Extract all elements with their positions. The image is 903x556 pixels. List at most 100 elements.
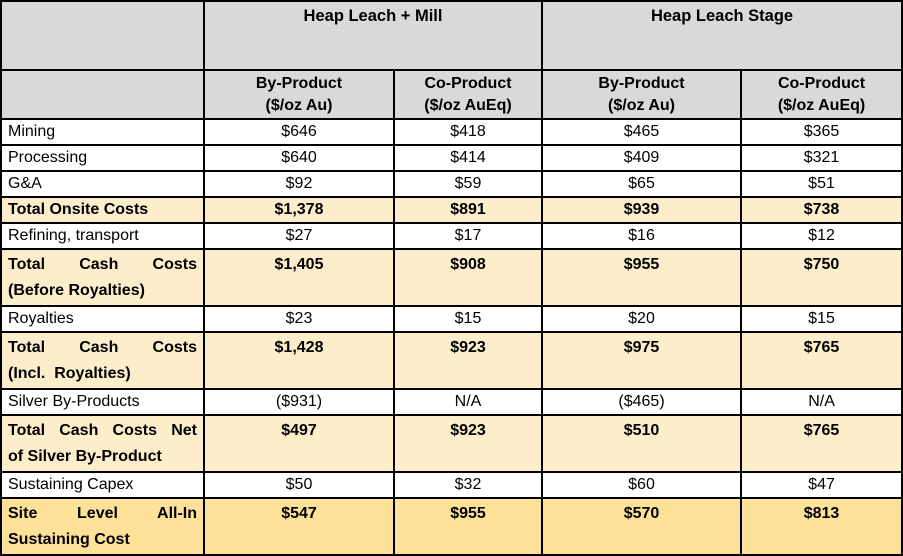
cell-value: $60: [541, 471, 743, 499]
group-header-heap-leach-mill: Heap Leach + Mill: [202, 0, 544, 71]
row-label-text: Mining: [8, 123, 56, 140]
cell-value: $47: [740, 471, 903, 499]
cell-value: $23: [203, 305, 395, 333]
cell-value: $365: [740, 118, 903, 146]
cell-value: $92: [203, 170, 395, 198]
row-label-text: Silver By-Products: [8, 393, 140, 410]
cell-value: $510: [541, 414, 743, 473]
corner-cell: [0, 0, 205, 71]
col-header-title: By-Product: [255, 75, 343, 92]
group-header-row: Heap Leach + Mill Heap Leach Stage: [0, 0, 903, 71]
row-label: G&A: [0, 170, 205, 198]
cell-value: $59: [392, 170, 544, 198]
table-row-silver-by-products: Silver By-Products ($931) N/A ($465) N/A: [0, 388, 903, 416]
cell-value: $16: [541, 222, 743, 250]
col-header-unit: ($/oz Au): [265, 97, 333, 114]
col-header-hls-byproduct: By-Product ($/oz Au): [541, 69, 743, 120]
cell-value: $50: [203, 471, 395, 499]
row-label-text: Total Cash Costs: [8, 256, 197, 273]
row-label: Site Level All-In Sustaining Cost: [0, 497, 205, 556]
table-row-processing: Processing $640 $414 $409 $321: [0, 144, 903, 172]
cell-value: $51: [740, 170, 903, 198]
cell-value: $409: [541, 144, 743, 172]
row-label: Mining: [0, 118, 205, 146]
cell-value: $27: [203, 222, 395, 250]
row-label: Processing: [0, 144, 205, 172]
table-row-total-cash-costs-incl-royalties: Total Cash Costs (Incl. Royalties) $1,42…: [0, 331, 903, 390]
row-label: Total Cash Costs (Incl. Royalties): [0, 331, 205, 390]
col-header-title: Co-Product: [424, 75, 512, 92]
cell-value: $1,405: [203, 248, 395, 307]
cell-value: $12: [740, 222, 903, 250]
row-label-text: Total Onsite Costs: [8, 201, 149, 218]
table-row-total-cash-costs-before-royalties: Total Cash Costs (Before Royalties) $1,4…: [0, 248, 903, 307]
column-header-row: By-Product ($/oz Au) Co-Product ($/oz Au…: [0, 69, 903, 120]
row-label-text: Processing: [8, 149, 88, 166]
cell-value: $32: [392, 471, 544, 499]
cell-value: $765: [740, 414, 903, 473]
cell-value: $570: [541, 497, 743, 556]
row-label: Total Onsite Costs: [0, 196, 205, 224]
cell-value: $646: [203, 118, 395, 146]
row-label-text-line2: of Silver By-Product: [8, 448, 162, 465]
row-label-text: Refining, transport: [8, 227, 139, 244]
cell-value: $15: [740, 305, 903, 333]
col-header-unit: ($/oz Au): [608, 97, 675, 114]
cell-value: $939: [541, 196, 743, 224]
row-label-text: G&A: [8, 175, 42, 192]
cell-value: $321: [740, 144, 903, 172]
corner-cell-2: [0, 69, 205, 120]
table-row-mining: Mining $646 $418 $465 $365: [0, 118, 903, 146]
row-label-text: Total Cash Costs Net: [8, 422, 197, 439]
table-row-ga: G&A $92 $59 $65 $51: [0, 170, 903, 198]
cell-value: $750: [740, 248, 903, 307]
col-header-unit: ($/oz AuEq): [424, 97, 512, 114]
row-label-text: Sustaining Capex: [8, 476, 134, 493]
cell-value: $497: [203, 414, 395, 473]
cell-value: $908: [392, 248, 544, 307]
cell-value: $923: [392, 414, 544, 473]
table-row-total-cash-costs-net-of-silver: Total Cash Costs Net of Silver By-Produc…: [0, 414, 903, 473]
table-row-total-onsite-costs: Total Onsite Costs $1,378 $891 $939 $738: [0, 196, 903, 224]
table-row-site-level-aisc: Site Level All-In Sustaining Cost $547 $…: [0, 497, 903, 556]
row-label-text-line2: Sustaining Cost: [8, 531, 130, 548]
row-label: Total Cash Costs Net of Silver By-Produc…: [0, 414, 205, 473]
cell-value: $1,428: [203, 331, 395, 390]
cell-value: $891: [392, 196, 544, 224]
col-header-hls-coproduct: Co-Product ($/oz AuEq): [740, 69, 903, 120]
cell-value: $975: [541, 331, 743, 390]
cell-value: $65: [541, 170, 743, 198]
cell-value: ($465): [541, 388, 743, 416]
cell-value: $465: [541, 118, 743, 146]
cell-value: $955: [392, 497, 544, 556]
cell-value: N/A: [392, 388, 544, 416]
cell-value: $17: [392, 222, 544, 250]
cell-value: $955: [541, 248, 743, 307]
col-header-hlm-byproduct: By-Product ($/oz Au): [203, 69, 395, 120]
row-label-text: Royalties: [8, 310, 74, 327]
table-row-sustaining-capex: Sustaining Capex $50 $32 $60 $47: [0, 471, 903, 499]
cell-value: $765: [740, 331, 903, 390]
col-header-unit: ($/oz AuEq): [777, 97, 866, 114]
row-label-text: Total Cash Costs: [8, 339, 197, 356]
row-label: Refining, transport: [0, 222, 205, 250]
row-label-text-line2: (Before Royalties): [8, 282, 145, 299]
cell-value: $418: [392, 118, 544, 146]
row-label-text-line2: (Incl. Royalties): [8, 365, 131, 382]
cell-value: $547: [203, 497, 395, 556]
col-header-hlm-coproduct: Co-Product ($/oz AuEq): [392, 69, 544, 120]
cell-value: $414: [392, 144, 544, 172]
cell-value: $923: [392, 331, 544, 390]
cell-value: N/A: [740, 388, 903, 416]
cell-value: ($931): [203, 388, 395, 416]
cell-value: $15: [392, 305, 544, 333]
cell-value: $1,378: [203, 196, 395, 224]
cell-value: $738: [740, 196, 903, 224]
row-label-text: Site Level All-In: [8, 505, 197, 522]
col-header-title: Co-Product: [777, 75, 866, 92]
row-label: Total Cash Costs (Before Royalties): [0, 248, 205, 307]
row-label: Sustaining Capex: [0, 471, 205, 499]
col-header-title: By-Product: [598, 75, 685, 92]
cell-value: $813: [740, 497, 903, 556]
